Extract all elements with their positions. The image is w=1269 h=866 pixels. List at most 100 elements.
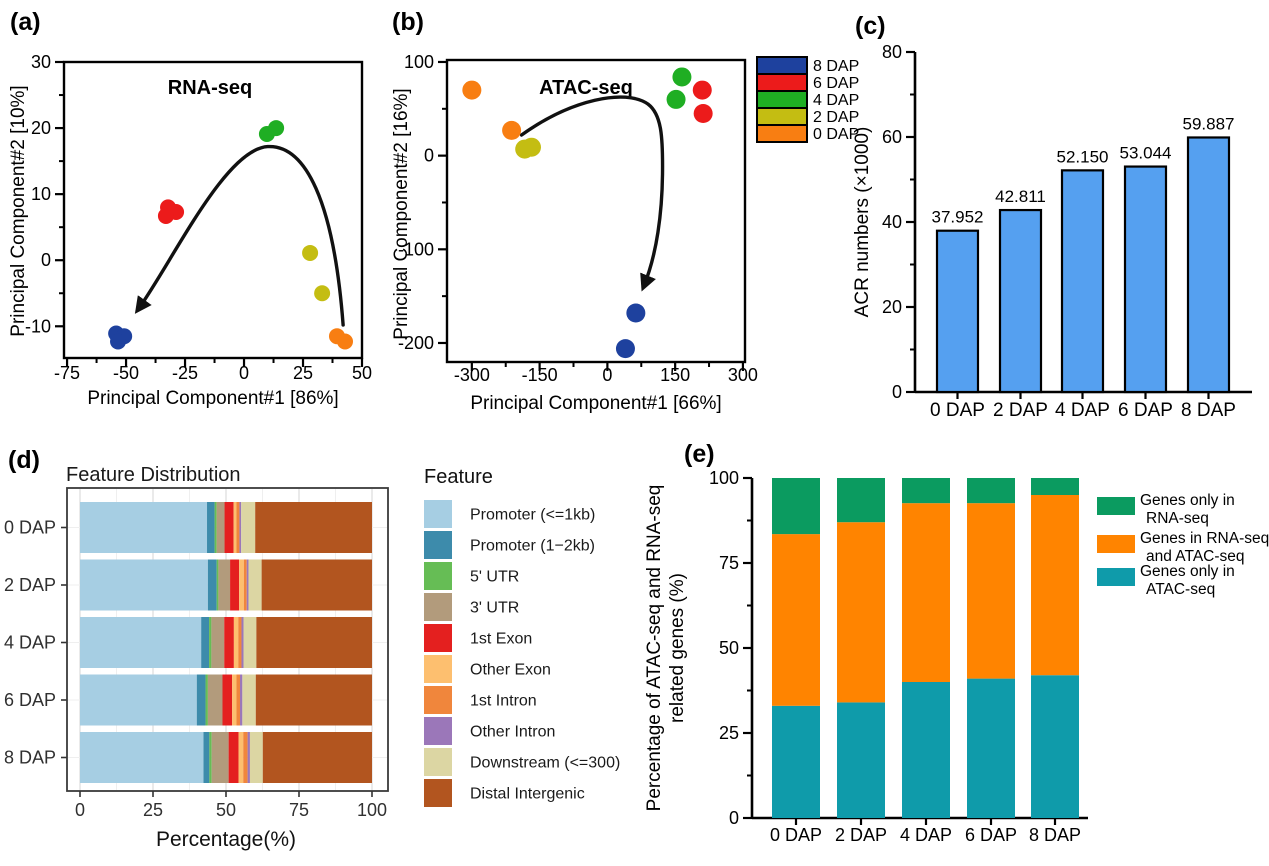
- legend-label: 6 DAP: [813, 75, 859, 92]
- legend-swatch: [424, 717, 452, 745]
- x-tick-label: 0: [75, 800, 85, 820]
- trajectory-arrow: [134, 144, 345, 327]
- stack-segment-2-DAP: [837, 522, 885, 703]
- y-axis-label: Principal Component#2 [10%]: [8, 85, 29, 336]
- data-point-6-DAP: [693, 103, 713, 123]
- x-tick-label: 25: [143, 800, 163, 820]
- y-tick-label: 50: [719, 638, 739, 658]
- data-point-4-DAP: [666, 89, 686, 109]
- stack-segment-4-DAP: [902, 503, 950, 682]
- feature-segment-3-3: [207, 674, 223, 726]
- x-tick-label: -50: [113, 363, 139, 383]
- feature-segment-0-4: [224, 502, 234, 553]
- row-label: 6 DAP: [4, 690, 56, 710]
- legend-swatch: [424, 748, 452, 776]
- feature-segment-1-1: [207, 559, 217, 611]
- legend-label: Other Intron: [470, 724, 555, 741]
- feature-segment-4-3: [211, 732, 229, 783]
- x-category-label: 2 DAP: [835, 825, 887, 845]
- panel-label-a: (a): [10, 8, 41, 36]
- panel-e: 0 25 50 75 100 0 DAP 2 DAP 4 DAP 6 DAP 8 DAP Perce…: [644, 468, 1269, 845]
- feature-segment-2-3: [211, 617, 225, 668]
- x-category-label: 6 DAP: [1118, 400, 1173, 421]
- plot-title: Feature Distribution: [66, 464, 241, 486]
- panel-a: -75 -50 -25 0 25 50 -10 0 10 20 30 RNA-seq Principal…: [8, 52, 372, 409]
- legend-swatch: [756, 107, 808, 126]
- y-tick-label: 75: [719, 553, 739, 573]
- y-tick-label: 0: [892, 382, 902, 402]
- acr-bar-6-DAP: [1123, 165, 1168, 394]
- plot-border: [66, 487, 389, 792]
- x-tick-label: 50: [352, 363, 372, 383]
- data-point-4-DAP: [268, 120, 285, 137]
- feature-segment-3-5: [232, 674, 237, 726]
- data-point-4-DAP: [672, 67, 692, 87]
- legend-label: Genes only in: [1140, 492, 1235, 509]
- feature-segment-0-8: [241, 502, 256, 553]
- x-tick-label: -150: [522, 365, 558, 385]
- data-point-0-DAP: [462, 80, 482, 100]
- trajectory-arrow: [519, 95, 665, 292]
- legend-swatch: [1097, 568, 1135, 586]
- legend-swatch: [756, 124, 808, 143]
- feature-segment-4-8: [249, 732, 263, 783]
- data-point-8-DAP: [110, 333, 127, 350]
- data-point-0-DAP: [337, 333, 354, 350]
- feature-segment-0-7: [239, 502, 242, 553]
- legend-swatch: [424, 500, 452, 528]
- feature-segment-3-6: [236, 674, 241, 726]
- x-tick-label: 25: [293, 363, 313, 383]
- feature-segment-1-8: [248, 559, 262, 611]
- legend-label: 8 DAP: [813, 58, 859, 75]
- legend-label: Downstream (<=300): [470, 755, 620, 772]
- feature-segment-0-3: [216, 502, 225, 553]
- y-tick-label: 0: [729, 808, 739, 828]
- panel-label-d: (d): [8, 446, 40, 474]
- x-category-label: 2 DAP: [993, 400, 1048, 421]
- bar-value-label: 42.811: [995, 187, 1046, 206]
- x-tick-label: 50: [216, 800, 236, 820]
- legend-label: Distal Intergenic: [470, 786, 585, 803]
- feature-segment-4-4: [228, 732, 239, 783]
- legend-label: 5' UTR: [470, 569, 519, 586]
- feature-segment-4-0: [80, 732, 204, 783]
- row-label: 2 DAP: [4, 575, 56, 595]
- feature-segment-1-6: [243, 559, 247, 611]
- feature-segment-2-4: [224, 617, 234, 668]
- legend-label: Promoter (<=1kb): [470, 507, 595, 524]
- legend-label: 2 DAP: [813, 109, 859, 126]
- stack-segment-4-DAP: [902, 478, 950, 504]
- x-category-label: 0 DAP: [770, 825, 822, 845]
- x-axis-label: Principal Component#1 [66%]: [470, 393, 721, 414]
- feature-segment-0-2: [214, 502, 217, 553]
- x-tick-label: 0: [239, 363, 249, 383]
- feature-segment-3-0: [80, 674, 197, 726]
- panel-c: 0 20 40 60 80 37.952 0 DAP 42.811 2 DAP 52.150 4 D…: [852, 42, 1252, 421]
- y-tick-label: 0: [41, 250, 51, 270]
- feature-segment-1-3: [218, 559, 231, 611]
- y-axis-label: Principal Component#2 [16%]: [391, 88, 412, 339]
- feature-segment-3-1: [196, 674, 206, 726]
- feature-segment-3-9: [255, 674, 372, 726]
- plot-border: [62, 60, 364, 360]
- feature-segment-3-7: [240, 674, 243, 726]
- bar-value-label: 37.952: [932, 208, 984, 227]
- stack-segment-6-DAP: [967, 678, 1015, 818]
- y-axis-label: ACR numbers (×1000): [852, 127, 873, 318]
- feature-segment-1-7: [246, 559, 249, 611]
- data-point-6-DAP: [692, 80, 712, 100]
- feature-segment-1-5: [239, 559, 244, 611]
- feature-segment-0-1: [207, 502, 215, 553]
- legend-swatch: [424, 593, 452, 621]
- feature-segment-2-9: [256, 617, 372, 668]
- row-label: 8 DAP: [4, 748, 56, 768]
- legend-label: 4 DAP: [813, 92, 859, 109]
- feature-segment-1-0: [80, 559, 208, 611]
- panel-label-c: (c): [855, 12, 886, 40]
- feature-segment-0-0: [80, 502, 208, 553]
- legend-title: Feature: [424, 466, 493, 488]
- feature-segment-0-9: [255, 502, 372, 553]
